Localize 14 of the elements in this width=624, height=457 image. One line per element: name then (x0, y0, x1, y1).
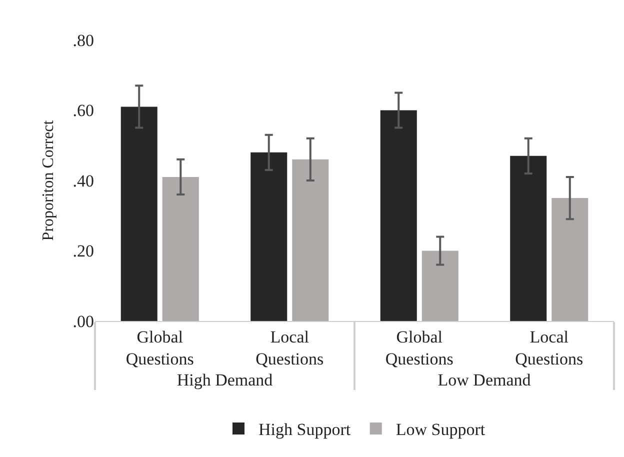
x-tick-label: Global Questions (126, 327, 194, 368)
x-tick-label: Local Questions (256, 327, 324, 368)
y-tick-label: .20 (72, 242, 94, 261)
y-tick-label: .40 (72, 171, 94, 190)
y-tick-label: .80 (72, 30, 94, 50)
legend-label: High Support (258, 420, 351, 440)
text: Low Demand (438, 370, 532, 390)
x-tick-label: Global Questions (385, 327, 454, 368)
legend-label: Low Support (396, 420, 486, 440)
y-tick-label: .00 (72, 312, 94, 331)
text: High Demand (176, 370, 274, 390)
y-axis-title: Proporiton Correct (40, 120, 57, 241)
y-tick-label: .60 (72, 101, 94, 120)
x-tick-label: Local Questions (515, 327, 584, 368)
